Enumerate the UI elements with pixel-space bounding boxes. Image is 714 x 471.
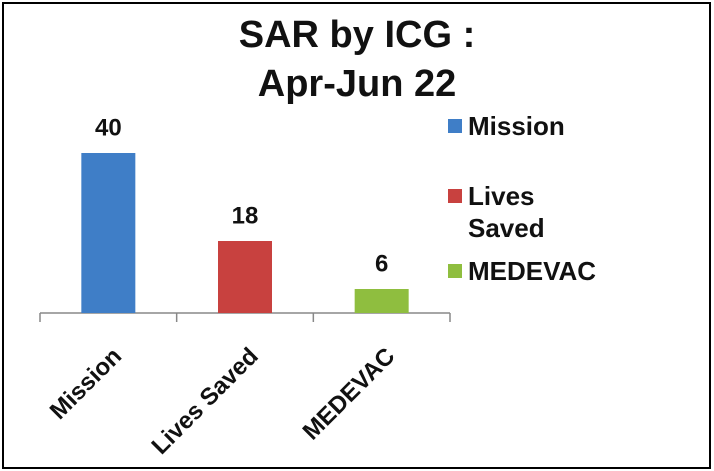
legend-swatch xyxy=(448,264,462,278)
data-label: 18 xyxy=(232,202,259,229)
legend-label: MEDEVAC xyxy=(468,256,597,286)
legend-swatch xyxy=(448,119,462,133)
bar xyxy=(81,153,136,313)
legend-item: Mission xyxy=(468,111,565,141)
data-label: 6 xyxy=(375,250,388,277)
legend-label: Mission xyxy=(468,111,565,141)
bar xyxy=(354,289,409,313)
legend-item: MEDEVAC xyxy=(468,256,597,286)
chart-title: Apr-Jun 22 xyxy=(258,63,456,105)
chart-title: SAR by ICG : xyxy=(239,14,475,56)
data-label: 40 xyxy=(95,114,122,141)
bar xyxy=(218,241,272,313)
legend-item: Lives Saved xyxy=(468,181,545,243)
legend-swatch xyxy=(448,189,462,203)
legend-label: Lives Saved xyxy=(468,181,545,243)
